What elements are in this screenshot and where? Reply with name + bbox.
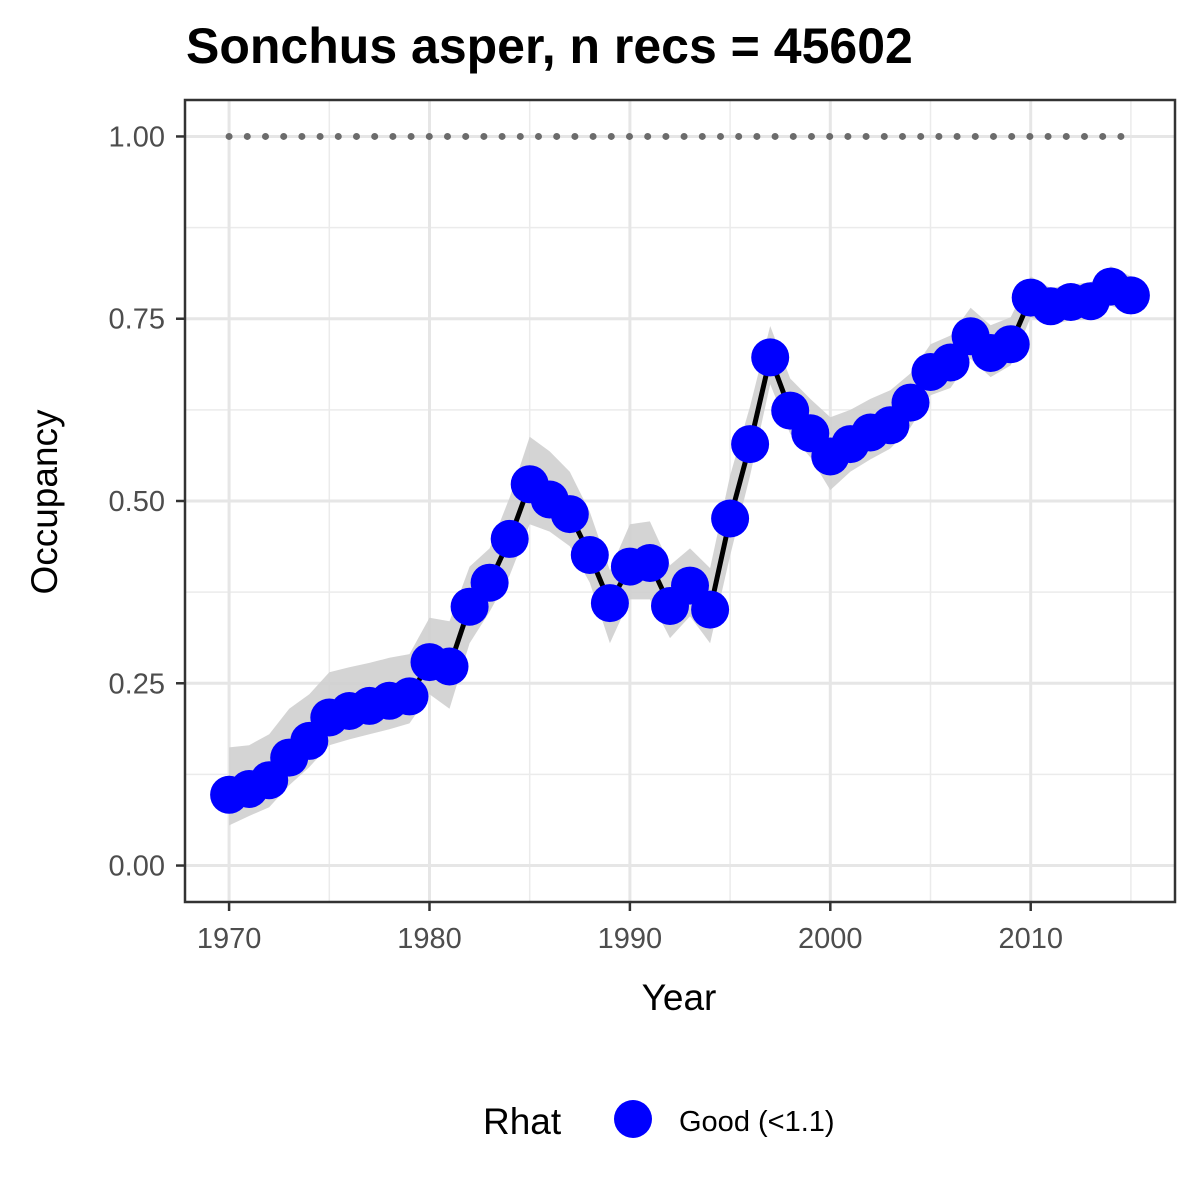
data-point xyxy=(711,499,750,538)
chart-title: Sonchus asper, n recs = 45602 xyxy=(186,18,913,74)
data-point xyxy=(550,495,589,534)
y-tick-label: 0.25 xyxy=(109,668,165,700)
data-point xyxy=(390,677,429,716)
data-point xyxy=(630,544,669,582)
legend: Rhat Good (<1.1) xyxy=(483,1100,835,1142)
data-point xyxy=(430,647,469,686)
x-tick-label: 1980 xyxy=(397,923,462,955)
data-point xyxy=(490,519,529,558)
data-point xyxy=(590,584,629,623)
data-point xyxy=(570,536,609,574)
data-point xyxy=(991,325,1030,364)
x-axis-title: Year xyxy=(642,977,717,1018)
x-tick-label: 2000 xyxy=(798,923,863,955)
x-tick-label: 1970 xyxy=(197,923,262,955)
legend-key-good xyxy=(614,1100,652,1138)
data-point xyxy=(1111,276,1150,315)
y-tick-label: 1.00 xyxy=(109,121,165,153)
y-tick-label: 0.75 xyxy=(109,304,165,336)
y-tick-label: 0.00 xyxy=(109,851,165,883)
x-tick-label: 2010 xyxy=(998,923,1063,955)
y-tick-label: 0.50 xyxy=(109,486,165,518)
data-point xyxy=(470,563,509,602)
data-point xyxy=(891,383,930,422)
data-point xyxy=(931,343,970,382)
legend-title: Rhat xyxy=(483,1101,562,1142)
data-point xyxy=(751,338,790,377)
legend-label-good: Good (<1.1) xyxy=(679,1106,835,1138)
y-axis-title: Occupancy xyxy=(24,409,65,595)
data-point xyxy=(691,590,730,629)
x-tick-label: 1990 xyxy=(598,923,663,955)
data-point xyxy=(731,425,770,464)
plot-area: 1970 1980 1990 2000 2010 0.00 0.25 0.50 0.75 1.00 xyxy=(109,98,1177,955)
